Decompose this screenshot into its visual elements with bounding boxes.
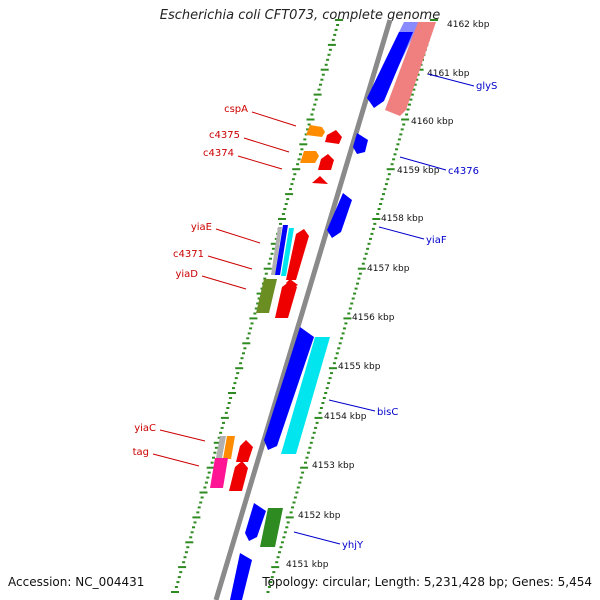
yiaC-leader (159, 429, 206, 442)
tag-arrow[interactable] (229, 461, 248, 491)
gene-label-yiaC[interactable]: yiaC (134, 423, 156, 434)
yiaF-leader (378, 226, 425, 240)
gene-label-c4375[interactable]: c4375 (209, 130, 240, 141)
gene-label-yhjY[interactable]: yhjY (342, 540, 364, 551)
gene-label-yiaE[interactable]: yiaE (191, 222, 212, 233)
gene-label-c4374[interactable]: c4374 (203, 148, 234, 159)
scale-label: 4157 kbp (367, 264, 410, 274)
scale-label: 4160 kbp (411, 117, 454, 127)
cspA-arrow[interactable] (325, 130, 342, 144)
glyS-leader (427, 73, 475, 87)
yiaE-arrow[interactable] (286, 229, 309, 280)
gene-label-bisC[interactable]: bisC (377, 407, 398, 418)
c4375-leader (243, 137, 290, 153)
c4374-arrow[interactable] (312, 176, 328, 184)
gene-label-glyS[interactable]: glyS (476, 81, 497, 92)
gene-label-tag[interactable]: tag (133, 447, 149, 458)
c4375-arrow[interactable] (318, 154, 334, 170)
scale-label: 4153 kbp (312, 461, 355, 471)
yiaC-gray-feature[interactable] (216, 436, 226, 458)
yiaF-feature[interactable] (327, 193, 352, 238)
glyS-blue-feature[interactable] (367, 32, 413, 108)
yiaC-orange-feature[interactable] (223, 436, 235, 459)
yiaE-leader (215, 228, 261, 244)
scale-label: 4151 kbp (286, 560, 329, 570)
bottom-blue-feature[interactable] (230, 553, 252, 600)
c4375-feature[interactable] (300, 151, 319, 163)
right-tick-track (266, 19, 438, 593)
bisC-leader (328, 399, 376, 412)
tag-feature[interactable] (210, 458, 228, 488)
yhjY-green-feature[interactable] (260, 508, 283, 547)
yhjY-leader (293, 531, 341, 545)
gene-label-c4371[interactable]: c4371 (173, 249, 204, 260)
scale-label: 4159 kbp (397, 166, 440, 176)
genome-backbone (213, 19, 393, 600)
yhjY-blue-feature[interactable] (245, 503, 266, 541)
bisC-blue-feature[interactable] (264, 327, 314, 450)
yiaD-feature[interactable] (256, 279, 277, 313)
scale-label: 4158 kbp (381, 214, 424, 224)
accession-text: Accession: NC_004431 (8, 575, 145, 589)
yiaD-arrow[interactable] (275, 281, 297, 318)
c4371-leader (207, 255, 253, 270)
scale-label: 4154 kbp (324, 412, 367, 422)
left-tick-track (171, 19, 343, 593)
gene-label-yiaD[interactable]: yiaD (175, 269, 198, 280)
gene-label-c4376[interactable]: c4376 (448, 166, 479, 177)
yiaD-leader (201, 275, 247, 290)
tag-leader (152, 453, 200, 467)
c4376-feature[interactable] (353, 133, 368, 154)
glyS-pink-feature[interactable] (385, 22, 436, 116)
map-title: Escherichia coli CFT073, complete genome (159, 8, 441, 23)
yiaE-blue-feature[interactable] (275, 225, 288, 275)
gene-label-cspA[interactable]: cspA (224, 104, 248, 115)
scale-label: 4162 kbp (447, 20, 490, 30)
c4376-leader (399, 156, 447, 171)
c4374-leader (237, 155, 283, 170)
scale-label: 4155 kbp (338, 362, 381, 372)
scale-label: 4152 kbp (298, 511, 341, 521)
gene-label-yiaF[interactable]: yiaF (426, 235, 447, 246)
yiaE-gray-feature[interactable] (271, 227, 282, 275)
scale-label: 4156 kbp (352, 313, 395, 323)
cspA-feature[interactable] (306, 125, 325, 137)
topology-text: Topology: circular; Length: 5,231,428 bp… (262, 575, 592, 589)
yiaC-arrow[interactable] (236, 440, 253, 462)
yiaE-cyan-feature[interactable] (281, 228, 294, 276)
cspA-leader (251, 111, 297, 127)
scale-label: 4161 kbp (427, 69, 470, 79)
bisC-cyan-feature[interactable] (281, 337, 330, 454)
